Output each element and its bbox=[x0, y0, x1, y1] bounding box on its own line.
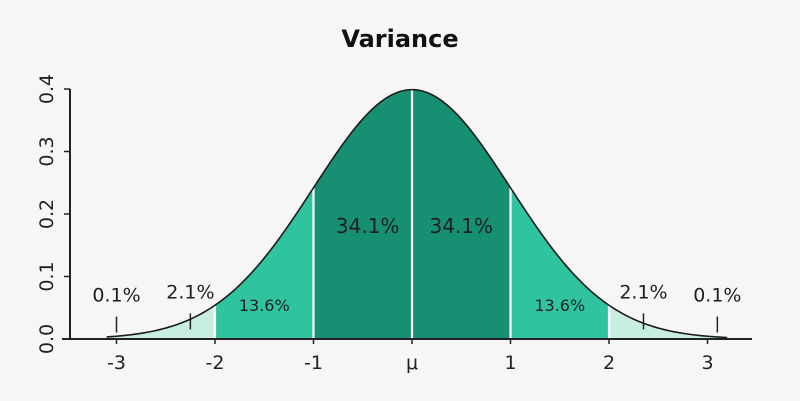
x-tick-label: μ bbox=[406, 352, 418, 374]
region-label: 13.6% bbox=[239, 296, 290, 315]
sigma-dividers bbox=[213, 89, 611, 339]
region-label: 13.6% bbox=[534, 296, 585, 315]
region-label: 0.1% bbox=[92, 285, 140, 307]
region-labels: 34.1% 34.1% 13.6% 13.6% 2.1% 2.1% 0.1% 0.1% bbox=[92, 214, 741, 333]
region-label: 34.1% bbox=[336, 214, 400, 238]
normal-curve bbox=[106, 88, 728, 339]
y-tick-label: 0.1 bbox=[36, 261, 58, 291]
x-axis-ticks: -3 -2 -1 μ 1 2 3 bbox=[107, 339, 714, 374]
x-tick-label: 3 bbox=[701, 352, 713, 374]
band-0 bbox=[106, 305, 215, 339]
y-tick-label: 0.2 bbox=[36, 199, 58, 229]
x-tick-label: -1 bbox=[304, 352, 323, 374]
y-tick-label: 0.4 bbox=[36, 74, 58, 104]
region-label: 0.1% bbox=[693, 285, 741, 307]
band-5 bbox=[609, 305, 728, 339]
region-label: 2.1% bbox=[619, 281, 667, 303]
x-tick-label: 2 bbox=[603, 352, 615, 374]
y-tick-label: 0.0 bbox=[36, 324, 58, 354]
region-label: 2.1% bbox=[166, 281, 214, 303]
y-tick-label: 0.3 bbox=[36, 136, 58, 166]
region-label: 34.1% bbox=[429, 214, 493, 238]
x-tick-label: -2 bbox=[206, 352, 225, 374]
chart-title: Variance bbox=[341, 25, 458, 53]
x-tick-label: 1 bbox=[504, 352, 516, 374]
x-tick-label: -3 bbox=[107, 352, 126, 374]
y-axis-ticks: 0.0 0.1 0.2 0.3 0.4 bbox=[36, 74, 70, 354]
